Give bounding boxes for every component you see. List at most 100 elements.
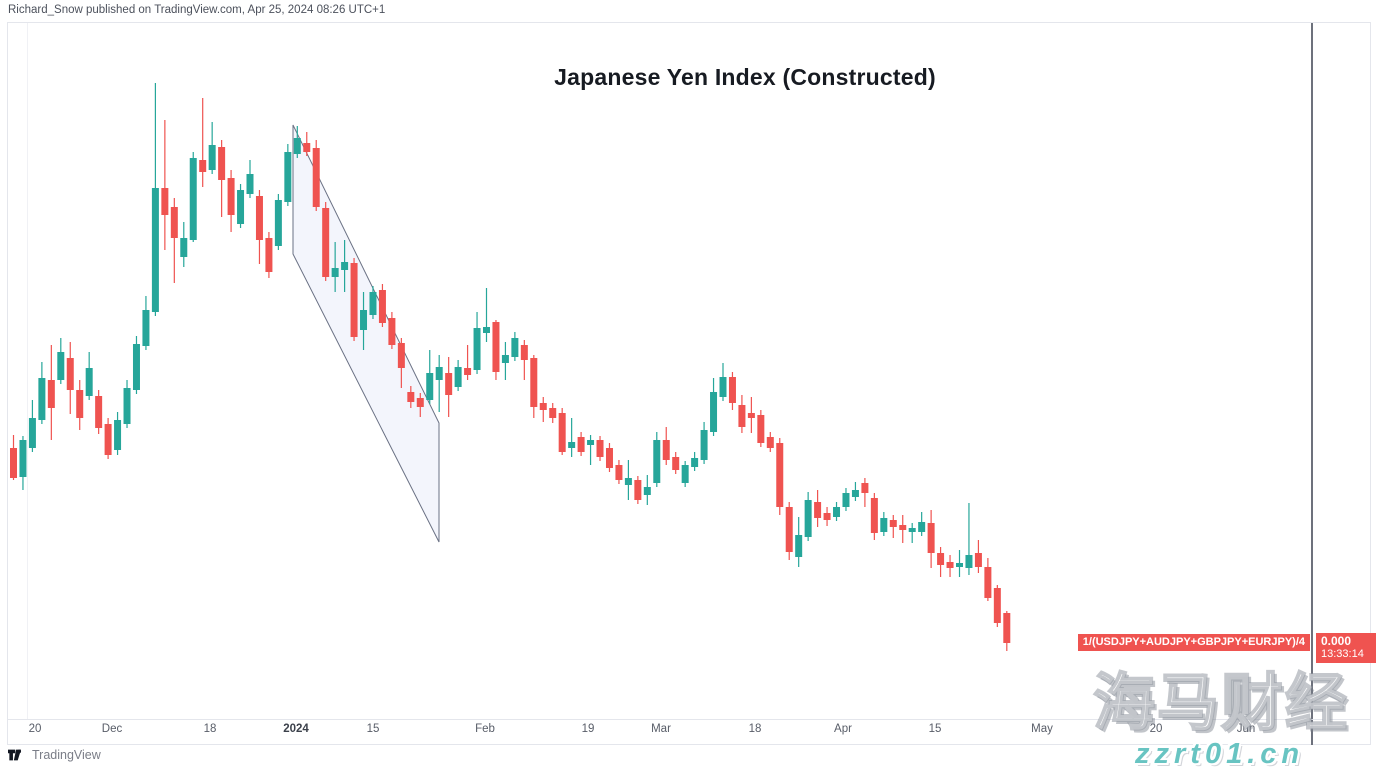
candle-body — [984, 567, 992, 598]
x-axis-tick: 20 — [28, 723, 42, 735]
candle-body — [643, 487, 651, 495]
candle-body — [483, 327, 490, 333]
candle-body — [851, 490, 859, 497]
last-price-label[interactable]: 0.000 13:33:14 — [1316, 633, 1376, 663]
candle-body — [237, 190, 245, 224]
candle-body — [28, 418, 36, 448]
candle-body — [520, 345, 528, 360]
candle-body — [132, 344, 140, 390]
candle-body — [672, 457, 680, 470]
candle-body — [445, 373, 453, 395]
candle-body — [558, 413, 566, 452]
candle-body — [785, 507, 793, 552]
candle-body — [795, 535, 803, 557]
candle-body — [624, 478, 632, 485]
x-axis-tick: 2024 — [283, 723, 309, 735]
time-axis[interactable]: 20 Dec 18 2024 15 Feb 19 Mar 18 Apr 15 May 20 Jun — [8, 720, 1370, 745]
candle-body — [426, 373, 434, 400]
candle-body — [918, 522, 926, 532]
candle-body — [549, 408, 557, 418]
x-axis-tick: May — [1031, 723, 1053, 735]
candle-body — [662, 440, 670, 460]
tradingview-brand-text: TradingView — [32, 748, 101, 762]
candle-body — [360, 310, 368, 330]
candle-body — [10, 448, 17, 478]
candle-body — [889, 520, 897, 527]
candle-body — [407, 392, 415, 402]
candle-body — [454, 367, 462, 387]
bar-countdown: 13:33:14 — [1321, 648, 1364, 660]
chart-title: Japanese Yen Index (Constructed) — [554, 64, 936, 90]
candle-body — [378, 290, 386, 323]
candle-body — [870, 498, 878, 533]
candle-body — [823, 513, 831, 520]
candle-body — [104, 424, 112, 455]
candle-body — [710, 392, 718, 432]
candle-body — [341, 262, 349, 270]
candle-body — [634, 480, 642, 500]
candle-body — [284, 152, 292, 202]
x-axis-tick: Jun — [1236, 723, 1256, 735]
last-bar-vertical-line — [1311, 23, 1313, 745]
candle-body — [804, 500, 812, 537]
tradingview-footer-link[interactable]: TradingView — [8, 748, 101, 762]
watermark-url: zzrt01.cn — [1135, 738, 1305, 770]
candle-body — [568, 442, 576, 448]
candle-body — [180, 238, 188, 257]
candle-body — [218, 147, 226, 180]
x-axis-tick: Mar — [651, 723, 671, 735]
candle-body — [114, 420, 122, 450]
candle-body — [927, 523, 935, 553]
candle-body — [303, 143, 311, 152]
candle-body — [757, 415, 765, 443]
x-axis-tick: 15 — [366, 723, 380, 735]
candle-body — [738, 405, 746, 427]
candle-body — [993, 588, 1001, 623]
candle-body — [577, 437, 585, 452]
candle-body — [322, 208, 330, 277]
x-axis-tick: Dec — [101, 723, 123, 735]
candle-body — [965, 555, 973, 568]
candle-body — [170, 207, 178, 238]
candle-body — [47, 380, 55, 408]
candle-body — [681, 465, 689, 483]
candle-body — [530, 358, 538, 407]
candle-body — [1003, 613, 1011, 643]
candle-body — [312, 148, 320, 207]
candle-body — [700, 430, 708, 460]
candle-body — [123, 388, 131, 424]
candle-body — [747, 413, 755, 418]
candle-body — [189, 158, 197, 240]
candle-body — [776, 443, 784, 507]
candle-body — [397, 343, 405, 368]
candle-body — [719, 377, 727, 397]
candle-body — [587, 440, 595, 445]
tradingview-logo-icon — [8, 749, 22, 761]
candle-body — [369, 292, 377, 315]
candle-body — [814, 502, 822, 518]
publish-attribution: Richard_Snow published on TradingView.co… — [8, 4, 386, 16]
candle-body — [605, 448, 613, 468]
candle-body — [861, 483, 869, 493]
candle-body — [274, 200, 282, 246]
symbol-formula-label[interactable]: 1/(USDJPY+AUDJPY+GBPJPY+EURJPY)/4 — [1077, 634, 1310, 651]
candle-body — [416, 398, 424, 407]
candle-body — [833, 507, 841, 517]
candle-body — [161, 188, 169, 215]
candle-body — [946, 562, 954, 568]
x-axis-tick: Apr — [834, 723, 852, 735]
candle-body — [937, 553, 945, 565]
watermark-cjk: 海马财经 — [1092, 668, 1350, 739]
candle-body — [388, 318, 396, 345]
candle-body — [615, 465, 623, 480]
candle-body — [255, 196, 263, 240]
candle-body — [142, 310, 150, 346]
chart-pane-border — [7, 22, 1371, 745]
candle-body — [880, 518, 888, 532]
candle-body — [539, 403, 547, 410]
candle-body — [76, 390, 84, 418]
candle-body — [151, 188, 159, 312]
candle-body — [265, 238, 273, 272]
